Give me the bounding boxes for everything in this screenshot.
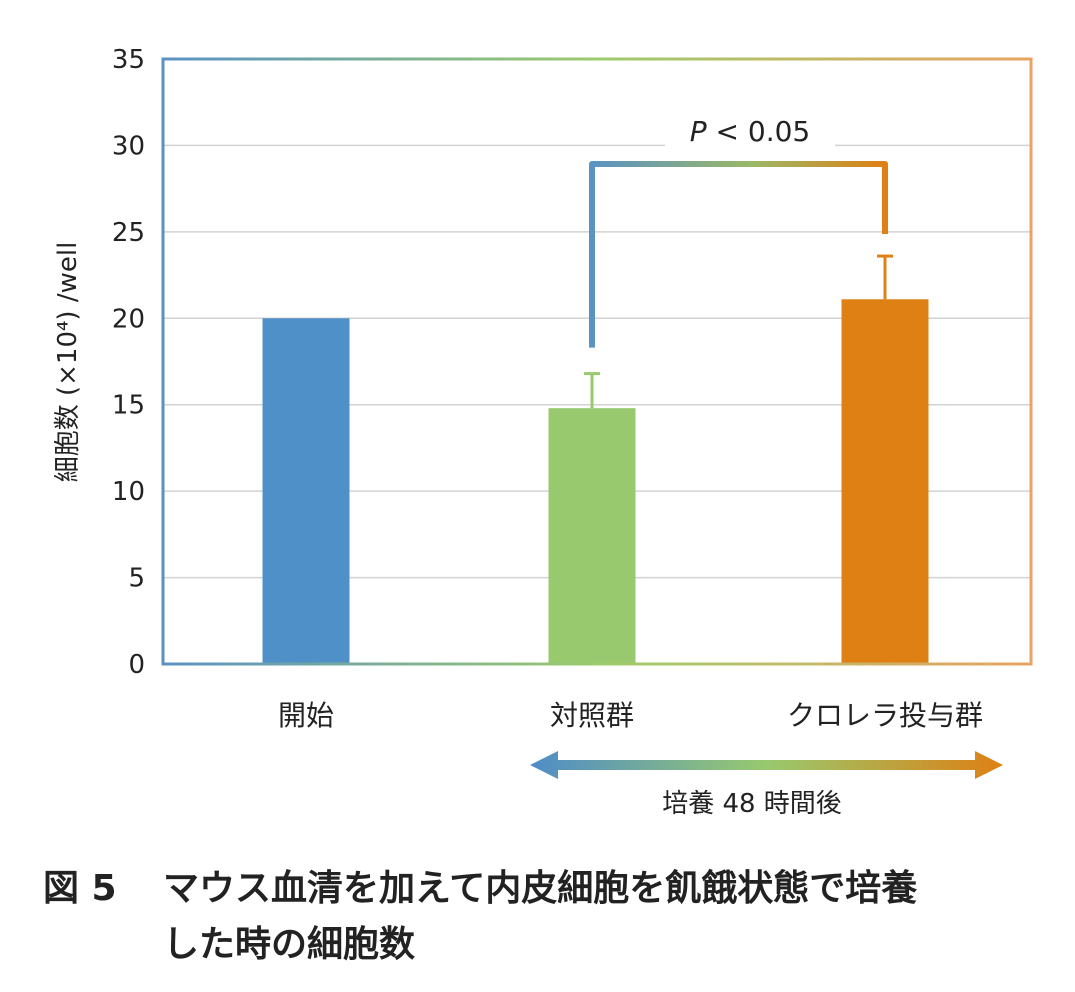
y-tick-label: 25: [112, 218, 145, 248]
p-threshold: < 0.05: [707, 115, 811, 148]
figure-caption: 図 5 マウス血清を加えて内皮細胞を飢餓状態で培養 した時の細胞数: [43, 868, 917, 965]
significance-label-bg: [665, 110, 835, 156]
significance-label: P < 0.05: [690, 115, 811, 148]
y-tick-label: 5: [128, 564, 145, 594]
error-bars: [584, 254, 893, 409]
y-tick-label: 0: [128, 650, 145, 680]
bar: [841, 299, 929, 664]
bar: [548, 408, 636, 664]
figure-label: 図 5: [43, 868, 117, 909]
y-axis-ticks: 0 5 10 15 20 25 30 35: [112, 45, 145, 680]
plot-frame: [161, 57, 1033, 666]
y-tick-label: 35: [112, 45, 145, 75]
y-tick-label: 30: [112, 131, 145, 161]
y-tick-label: 15: [112, 391, 145, 421]
p-symbol: P: [690, 115, 707, 148]
y-tick-label: 20: [112, 304, 145, 334]
caption-line-1: マウス血清を加えて内皮細胞を飢餓状態で培養: [163, 868, 917, 909]
period-label: 培養 48 時間後: [662, 789, 842, 819]
bars: [262, 299, 929, 664]
y-tick-label: 10: [112, 477, 145, 507]
x-category-label: クロレラ投与群: [787, 699, 983, 732]
period-arrow: 培養 48 時間後: [530, 751, 1003, 819]
x-axis-categories: 開始 対照群 クロレラ投与群: [278, 699, 983, 732]
caption-line-2: した時の細胞数: [163, 924, 415, 965]
x-category-label: 対照群: [550, 699, 634, 732]
significance-bracket: P < 0.05: [589, 110, 888, 348]
double-arrow: [530, 751, 1003, 779]
x-category-label: 開始: [278, 699, 334, 732]
bracket-line: [589, 161, 888, 348]
bar: [262, 318, 350, 664]
y-axis-label: 細胞数 (×10⁴) /well: [53, 242, 83, 483]
